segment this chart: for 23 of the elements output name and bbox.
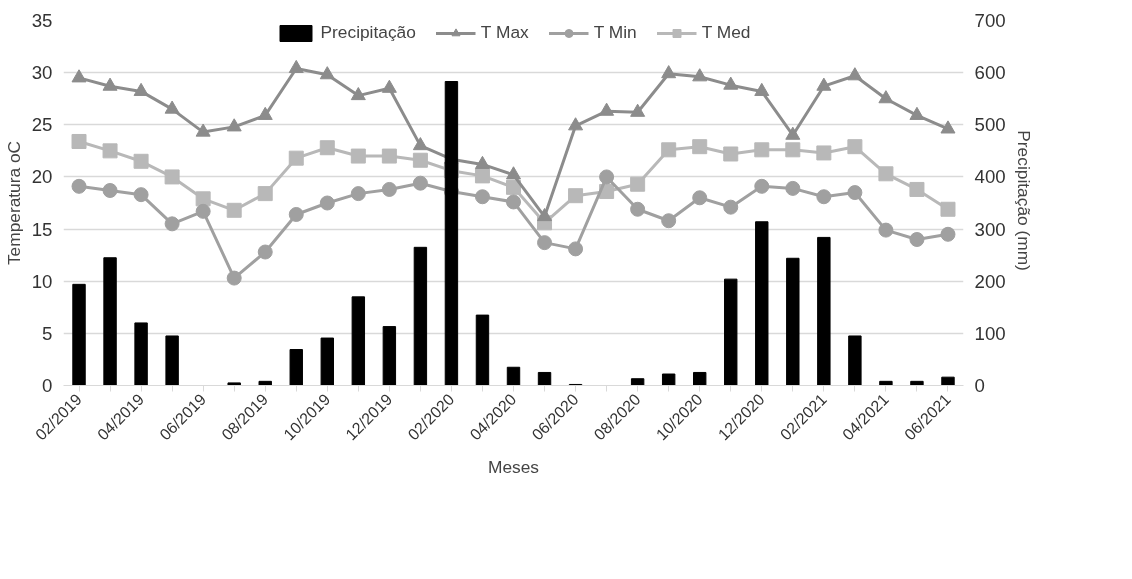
legend-label: Precipitação [320,22,416,43]
y2-tick-label: 100 [974,322,1006,344]
y-axis-title: Temperatura oC [3,140,24,266]
y2-tick-label: 0 [974,375,985,396]
y2-tick-label: 600 [974,62,1006,84]
legend-label: T Min [593,22,637,43]
y-tick-label: 0 [42,375,53,396]
legend-label: T Max [480,22,529,43]
y-tick-label: 20 [31,166,53,188]
y-tick-label: 10 [31,270,53,292]
y-tick-label: 5 [42,322,53,344]
x-axis-title: Meses [487,457,540,478]
y-tick-label: 25 [31,114,53,136]
y2-axis-title: Precipitação (mm) [1013,130,1034,271]
y2-tick-label: 300 [974,218,1006,240]
y2-tick-label: 500 [974,114,1006,136]
y2-tick-label: 400 [974,166,1006,188]
y2-tick-label: 700 [974,10,1006,31]
y-tick-label: 35 [31,10,53,31]
y2-tick-label: 200 [974,270,1006,292]
y-tick-label: 30 [31,62,53,84]
legend-label: T Med [701,22,751,43]
y-tick-label: 15 [31,218,53,240]
